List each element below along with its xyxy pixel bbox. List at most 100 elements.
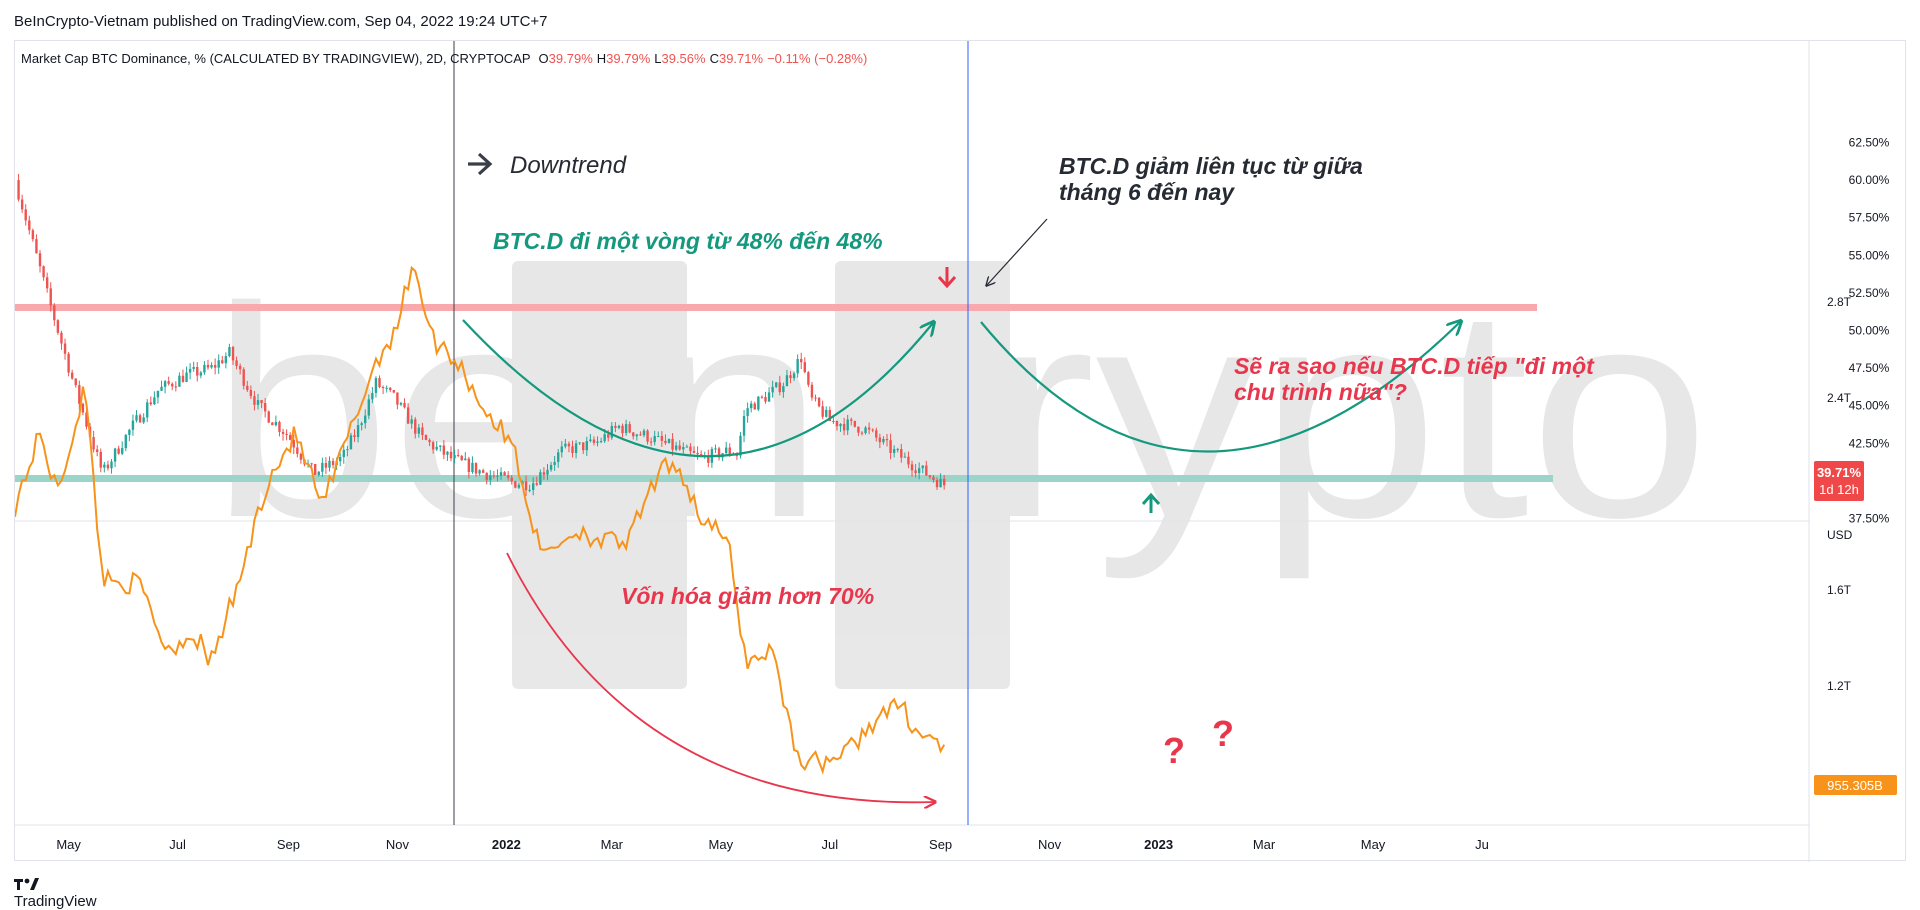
cup-curve-left[interactable] — [462, 320, 933, 458]
candle — [174, 381, 178, 392]
candle — [256, 393, 260, 410]
candle — [914, 463, 917, 478]
candle — [789, 371, 792, 384]
candle — [124, 433, 127, 452]
btcd-axis-tick: 50.00% — [1849, 324, 1890, 338]
candle — [95, 445, 99, 457]
candle — [460, 454, 463, 461]
candle — [775, 381, 778, 389]
candle — [800, 352, 803, 369]
btcd-price-tag-value: 39.71% — [1817, 465, 1862, 480]
time-axis-label: Sep — [929, 837, 952, 852]
candle — [313, 463, 317, 475]
watermark: beincrypto — [210, 244, 1710, 689]
candle — [649, 437, 653, 447]
mcap-decline-label: Vốn hóa giảm hơn 70% — [621, 583, 874, 609]
candle — [642, 428, 646, 438]
candle — [796, 354, 799, 378]
time-axis-label: Mar — [601, 837, 624, 852]
what-if-label-2: chu trình nữa"? — [1234, 379, 1407, 405]
up-arrow-icon — [1141, 492, 1161, 513]
candle — [263, 398, 267, 418]
candle — [778, 375, 781, 396]
candle — [839, 423, 842, 432]
candle — [346, 445, 349, 457]
mcap-axis-tick: 2.8T — [1827, 295, 1852, 309]
candle — [535, 476, 538, 487]
downtrend-arrow-icon — [468, 152, 493, 176]
candle — [78, 380, 81, 411]
candle — [128, 428, 131, 442]
candle — [785, 369, 789, 387]
candle — [917, 462, 921, 480]
candle — [496, 469, 499, 482]
candle — [356, 418, 360, 443]
candle — [467, 456, 471, 479]
btcd-price-axis[interactable]: 62.50% 60.00% 57.50% 55.00% 52.50% 50.00% 47.5… — [1849, 136, 1890, 526]
candle — [349, 432, 353, 450]
candle — [514, 480, 517, 489]
candle — [889, 433, 892, 460]
candle — [892, 445, 896, 458]
candle — [439, 445, 442, 452]
cup-curve-right[interactable] — [980, 322, 1460, 453]
candle — [842, 417, 846, 436]
time-axis[interactable]: May Jul Sep Nov 2022 Mar May Jul Sep Nov 2023 Mar Ma… — [56, 837, 1489, 852]
candle — [639, 431, 642, 436]
candle — [28, 215, 31, 235]
legend-l-label: L — [654, 51, 661, 66]
candle — [592, 436, 596, 446]
candle — [464, 452, 467, 461]
candle — [814, 394, 817, 402]
candle — [928, 474, 932, 480]
candle — [253, 390, 256, 411]
question-mark-1: ? — [1163, 730, 1185, 771]
candle — [185, 366, 188, 383]
drawings: Downtrend BTC.D đi một vòng từ 48% đến 4… — [462, 152, 1595, 802]
candle — [296, 441, 299, 458]
candle — [178, 372, 181, 387]
candle — [757, 395, 760, 412]
candle — [160, 380, 163, 391]
support-band[interactable] — [15, 475, 1553, 482]
candle — [310, 462, 313, 467]
candle — [660, 431, 664, 447]
candle — [396, 392, 399, 410]
tradingview-logo[interactable]: TradingView — [14, 876, 97, 910]
candle — [274, 415, 278, 427]
candle — [367, 394, 371, 420]
candle — [617, 424, 621, 430]
candle — [42, 265, 45, 281]
resistance-band[interactable] — [15, 304, 1537, 311]
candle — [113, 447, 117, 468]
candle — [188, 363, 192, 380]
candle — [342, 444, 345, 464]
candle — [406, 403, 410, 424]
candle — [539, 469, 542, 485]
mcap-decline-curve[interactable] — [506, 552, 934, 802]
question-mark-2: ? — [1212, 713, 1234, 754]
chart-svg[interactable]: beincrypto — [15, 41, 1907, 862]
candle — [392, 390, 396, 394]
candle — [542, 467, 546, 480]
candle — [428, 438, 431, 447]
candle — [374, 376, 378, 398]
time-axis-label: May — [56, 837, 81, 852]
candle — [217, 354, 220, 374]
candle — [624, 419, 628, 436]
candle — [60, 330, 63, 350]
candle — [821, 400, 824, 420]
candle — [135, 410, 138, 423]
candle — [324, 457, 328, 475]
candle — [364, 409, 367, 429]
candle — [24, 204, 27, 226]
candle — [864, 425, 867, 435]
candle — [546, 463, 549, 481]
candle — [249, 385, 253, 400]
legend[interactable]: Market Cap BTC Dominance, % (CALCULATED … — [21, 51, 867, 66]
candle — [235, 356, 238, 370]
btcd-axis-tick: 45.00% — [1849, 399, 1890, 413]
candle — [181, 369, 185, 383]
candle — [106, 460, 110, 471]
